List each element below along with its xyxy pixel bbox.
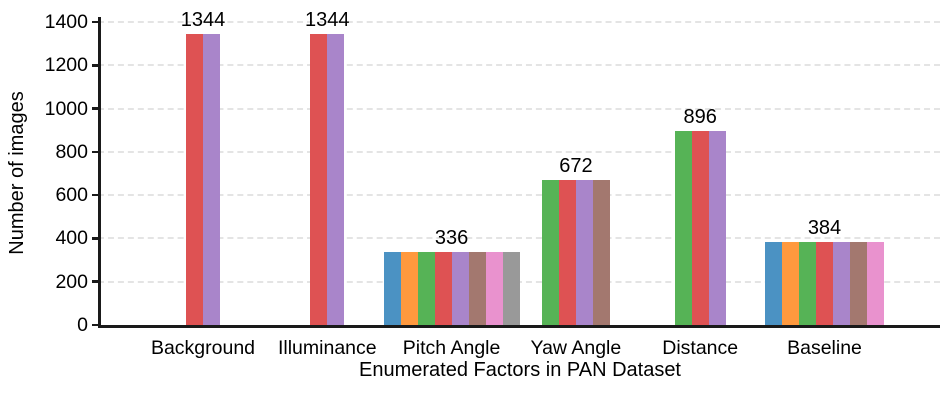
value-label-distance: 896 — [683, 106, 717, 129]
bar-pitch-angle-purple — [451, 252, 469, 325]
bar-pitch-angle-red — [434, 252, 452, 325]
value-label-yaw-angle: 672 — [559, 154, 593, 177]
y-tick-1200 — [92, 64, 98, 67]
x-tick-label-distance: Distance — [662, 337, 739, 359]
bar-pitch-angle-green — [417, 252, 435, 325]
gridline-400 — [98, 237, 940, 240]
bar-pitch-angle-gray — [502, 252, 520, 325]
bar-yaw-angle-purple — [575, 179, 593, 325]
value-label-illuminance: 1344 — [305, 9, 350, 32]
y-tick-200 — [92, 280, 98, 283]
bar-yaw-angle-red — [558, 179, 576, 325]
bar-illuminance-red — [310, 34, 328, 325]
bar-baseline-blue — [765, 241, 782, 325]
x-axis-title: Enumerated Factors in PAN Dataset — [359, 359, 681, 381]
x-tick-label-baseline: Baseline — [787, 337, 862, 359]
bar-illuminance-purple — [327, 34, 345, 325]
bar-baseline-orange — [782, 241, 799, 325]
value-label-background: 1344 — [180, 9, 226, 32]
y-axis-line — [98, 17, 101, 328]
y-tick-600 — [92, 193, 98, 197]
bar-pitch-angle-blue — [383, 252, 401, 325]
bar-distance-red — [691, 131, 709, 325]
x-tick-label-illuminance: Illuminance — [277, 337, 377, 359]
y-tick-label-800: 800 — [55, 140, 88, 163]
bar-baseline-green — [799, 241, 816, 325]
gridline-1000 — [98, 107, 940, 110]
y-tick-label-600: 600 — [55, 184, 88, 207]
x-axis-line — [98, 325, 940, 328]
y-tick-label-200: 200 — [55, 270, 88, 293]
gridline-1200 — [98, 64, 940, 67]
bar-pitch-angle-pink — [485, 252, 503, 325]
y-tick-1000 — [92, 107, 98, 110]
y-tick-label-1000: 1000 — [44, 97, 88, 120]
bar-yaw-angle-green — [541, 179, 559, 325]
bar-yaw-angle-brown — [592, 179, 610, 325]
y-tick-label-1400: 1400 — [44, 11, 88, 33]
y-tick-0 — [92, 323, 98, 327]
y-tick-label-400: 400 — [55, 227, 88, 250]
bar-baseline-brown — [850, 241, 867, 325]
y-tick-400 — [92, 237, 98, 240]
value-label-baseline: 384 — [807, 216, 842, 239]
y-tick-1400 — [92, 20, 98, 24]
y-tick-800 — [92, 150, 98, 154]
x-tick-label-background: Background — [150, 337, 256, 359]
bar-background-red — [186, 34, 203, 325]
bar-distance-purple — [708, 131, 726, 325]
y-tick-label-1200: 1200 — [44, 54, 88, 77]
y-tick-label-0: 0 — [77, 314, 88, 336]
gridline-600 — [98, 194, 940, 197]
x-tick-label-pitch-angle: Pitch Angle — [402, 337, 501, 359]
value-label-pitch-angle: 336 — [434, 227, 469, 250]
bar-pitch-angle-brown — [468, 252, 486, 325]
bar-baseline-pink — [867, 241, 884, 325]
bar-distance-green — [674, 131, 692, 325]
bar-baseline-purple — [833, 241, 850, 325]
gridline-800 — [98, 150, 940, 153]
bar-pitch-angle-orange — [400, 252, 418, 325]
bar-background-purple — [203, 34, 220, 325]
gridline-1400 — [98, 21, 940, 23]
bar-baseline-red — [816, 241, 833, 325]
x-tick-label-yaw-angle: Yaw Angle — [530, 337, 622, 359]
